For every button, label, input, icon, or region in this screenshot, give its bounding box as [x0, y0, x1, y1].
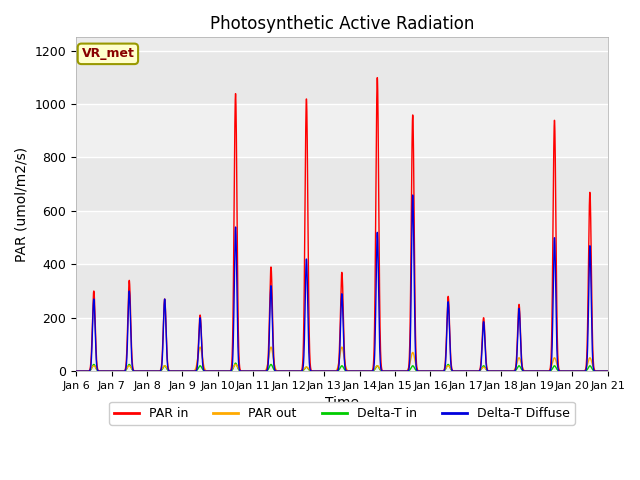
Y-axis label: PAR (umol/m2/s): PAR (umol/m2/s) — [15, 147, 29, 262]
Legend: PAR in, PAR out, Delta-T in, Delta-T Diffuse: PAR in, PAR out, Delta-T in, Delta-T Dif… — [109, 402, 575, 425]
Bar — [76, 51, 607, 104]
Text: VR_met: VR_met — [81, 48, 134, 60]
Bar — [76, 157, 607, 211]
Bar — [76, 104, 607, 157]
Title: Photosynthetic Active Radiation: Photosynthetic Active Radiation — [210, 15, 474, 33]
Bar — [76, 264, 607, 318]
Bar — [76, 318, 607, 371]
X-axis label: Time: Time — [325, 396, 359, 410]
Bar — [76, 211, 607, 264]
